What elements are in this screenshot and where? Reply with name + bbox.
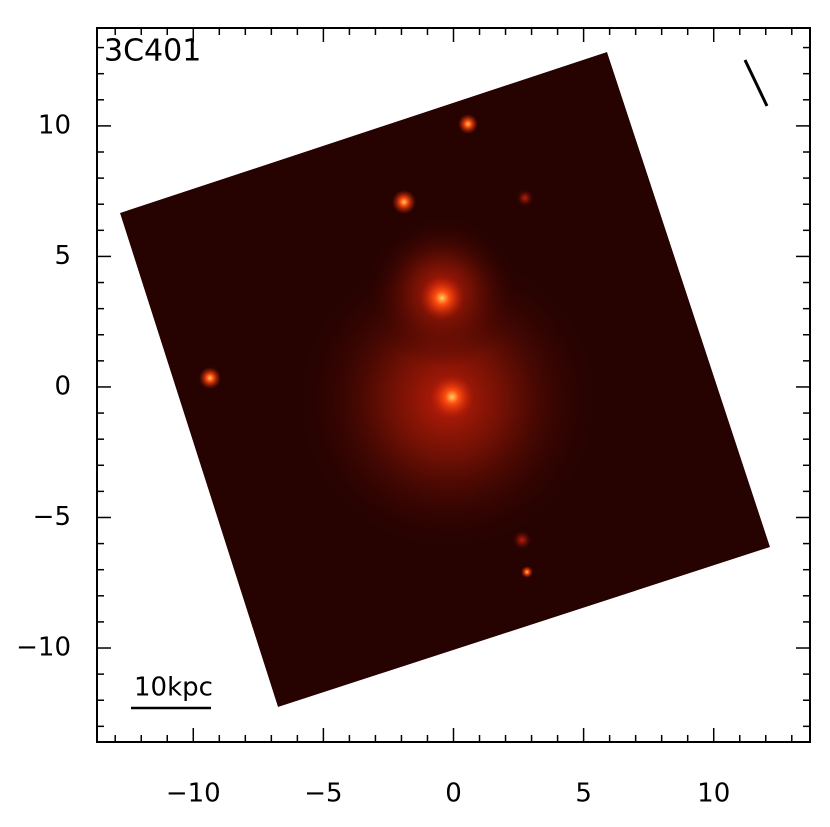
y-tick-label: −5 [33,502,71,532]
scale-label: 10kpc [134,673,213,703]
x-tick-label: −5 [304,779,342,809]
y-tick-label: 0 [54,371,71,401]
x-tick-label: 5 [575,779,592,809]
image [120,52,770,707]
x-tick-label: 10 [697,779,730,809]
compass [743,59,769,107]
y-tick-label: 10 [38,110,71,140]
y-tick-label: −10 [16,633,71,663]
chart-title: 3C401 [104,34,201,69]
x-tick-label: 0 [445,779,462,809]
y-tick-label: 5 [54,241,71,271]
x-tick-label: −10 [166,779,221,809]
